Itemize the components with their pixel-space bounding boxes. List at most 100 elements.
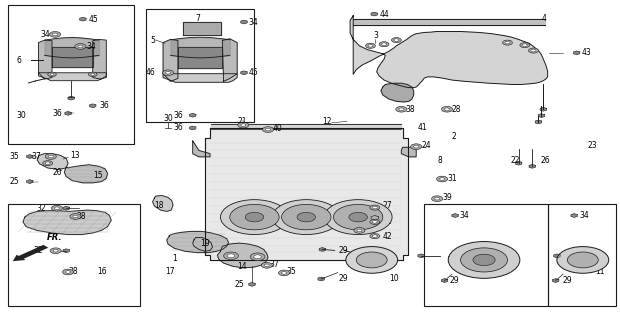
Text: 36: 36 xyxy=(99,101,108,110)
Polygon shape xyxy=(223,39,237,81)
Text: 38: 38 xyxy=(77,212,86,221)
Polygon shape xyxy=(23,210,111,235)
Bar xyxy=(7,204,140,306)
Text: 24: 24 xyxy=(421,141,431,150)
Text: 33: 33 xyxy=(342,226,352,235)
Circle shape xyxy=(53,33,58,36)
Text: 45: 45 xyxy=(248,68,258,77)
Circle shape xyxy=(461,248,508,272)
Circle shape xyxy=(473,254,495,266)
Text: 29: 29 xyxy=(450,276,459,285)
Circle shape xyxy=(349,212,368,222)
Circle shape xyxy=(414,145,418,148)
Circle shape xyxy=(370,234,379,239)
Polygon shape xyxy=(37,154,68,170)
Polygon shape xyxy=(193,141,210,157)
Polygon shape xyxy=(371,12,378,16)
Polygon shape xyxy=(178,47,223,68)
Circle shape xyxy=(50,73,54,75)
Circle shape xyxy=(278,270,290,276)
Text: 34: 34 xyxy=(579,211,589,220)
Text: 29: 29 xyxy=(562,276,572,285)
Circle shape xyxy=(261,262,272,268)
Circle shape xyxy=(391,37,401,43)
Text: 19: 19 xyxy=(200,239,210,248)
Polygon shape xyxy=(353,19,544,25)
Text: 6: 6 xyxy=(16,56,21,65)
Circle shape xyxy=(250,253,265,260)
Circle shape xyxy=(265,128,270,131)
Text: FR.: FR. xyxy=(47,233,63,242)
Polygon shape xyxy=(63,206,69,210)
Circle shape xyxy=(66,271,71,273)
Text: 32: 32 xyxy=(36,204,46,213)
Circle shape xyxy=(78,45,83,48)
Circle shape xyxy=(373,220,378,223)
Text: 36: 36 xyxy=(174,111,184,120)
Circle shape xyxy=(89,72,97,76)
Polygon shape xyxy=(190,113,196,117)
Circle shape xyxy=(334,204,383,230)
Text: 25: 25 xyxy=(234,280,244,289)
Text: 27: 27 xyxy=(383,202,392,211)
Text: 8: 8 xyxy=(437,156,442,164)
Text: 11: 11 xyxy=(595,267,604,276)
Circle shape xyxy=(356,252,387,268)
Circle shape xyxy=(228,254,235,258)
Circle shape xyxy=(51,205,63,211)
Circle shape xyxy=(241,124,246,126)
Text: 30: 30 xyxy=(16,111,26,120)
Circle shape xyxy=(357,229,362,232)
Circle shape xyxy=(567,252,598,268)
Circle shape xyxy=(381,43,386,45)
Polygon shape xyxy=(38,73,106,81)
Circle shape xyxy=(281,272,286,274)
Circle shape xyxy=(230,204,279,230)
Text: 34: 34 xyxy=(459,211,469,220)
Polygon shape xyxy=(538,114,544,117)
Text: 35: 35 xyxy=(286,267,296,276)
Polygon shape xyxy=(79,17,86,21)
Circle shape xyxy=(254,255,261,259)
Polygon shape xyxy=(540,107,546,111)
Polygon shape xyxy=(153,196,173,212)
Text: 38: 38 xyxy=(68,268,78,276)
Text: 36: 36 xyxy=(174,124,184,132)
Polygon shape xyxy=(193,237,213,252)
Polygon shape xyxy=(441,279,448,283)
Circle shape xyxy=(440,178,445,180)
Circle shape xyxy=(281,204,331,230)
Circle shape xyxy=(368,44,373,47)
Polygon shape xyxy=(218,243,268,268)
Circle shape xyxy=(45,154,56,159)
Polygon shape xyxy=(205,128,407,260)
Text: 15: 15 xyxy=(93,172,102,180)
Polygon shape xyxy=(552,279,559,283)
Circle shape xyxy=(73,215,78,218)
Circle shape xyxy=(50,248,61,253)
Circle shape xyxy=(436,176,448,182)
Text: 1: 1 xyxy=(172,254,177,263)
Circle shape xyxy=(370,219,379,224)
Text: 36: 36 xyxy=(52,109,62,118)
FancyArrow shape xyxy=(13,245,48,261)
Polygon shape xyxy=(452,214,458,217)
Circle shape xyxy=(162,70,174,76)
Polygon shape xyxy=(241,20,247,24)
Polygon shape xyxy=(63,249,69,252)
Text: 37: 37 xyxy=(32,152,42,161)
Text: 43: 43 xyxy=(582,48,591,57)
Circle shape xyxy=(505,41,510,44)
Circle shape xyxy=(55,207,60,210)
Circle shape xyxy=(91,73,95,75)
Polygon shape xyxy=(319,248,326,252)
Polygon shape xyxy=(401,147,416,157)
Polygon shape xyxy=(64,165,107,183)
Polygon shape xyxy=(38,40,52,79)
Text: 7: 7 xyxy=(195,14,200,23)
Circle shape xyxy=(531,49,536,52)
Text: 46: 46 xyxy=(146,68,156,77)
Circle shape xyxy=(45,162,50,164)
Circle shape xyxy=(297,212,316,222)
Polygon shape xyxy=(529,164,536,168)
